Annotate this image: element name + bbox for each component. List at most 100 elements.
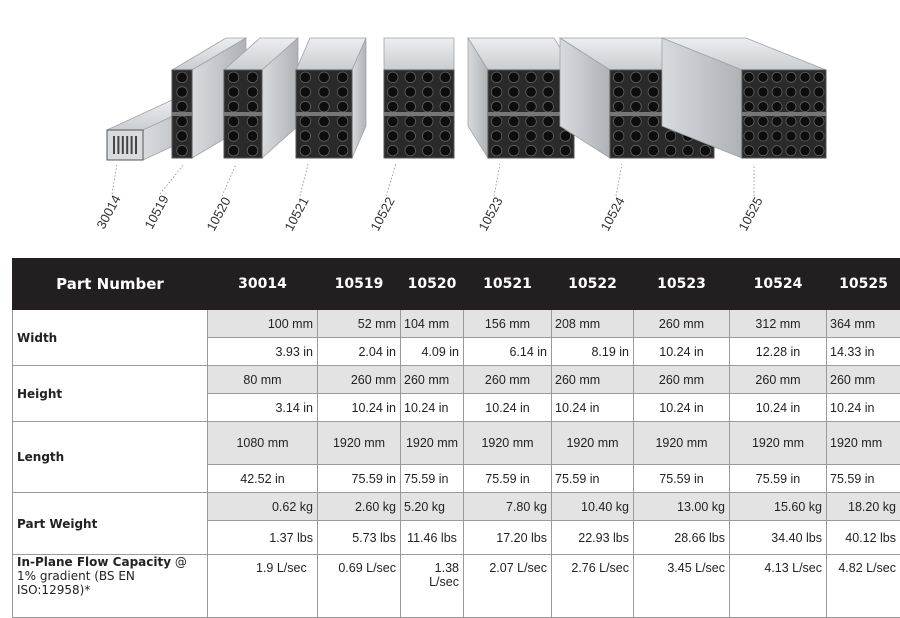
- table-cell: 7.80 kg: [464, 493, 552, 521]
- table-cell: 2.07 L/sec: [464, 555, 552, 618]
- table-cell: 1080 mm: [208, 422, 318, 465]
- part-label-10521: 10521: [281, 194, 311, 233]
- table-cell: 40.12 lbs: [827, 521, 900, 555]
- table-cell: 75.59 in: [634, 465, 730, 493]
- weight-metric-row: Part Weight 0.62 kg 2.60 kg 5.20 kg 7.80…: [13, 493, 900, 521]
- table-cell: 75.59 in: [464, 465, 552, 493]
- table-cell: 364 mm: [827, 310, 900, 338]
- table-cell: 312 mm: [730, 310, 827, 338]
- specification-table: Part Number 30014 10519 10520 10521 1052…: [12, 258, 900, 618]
- part-header-10523: 10523: [634, 259, 730, 310]
- table-cell: 75.59 in: [318, 465, 401, 493]
- part-header-10525: 10525: [827, 259, 900, 310]
- part-label-10523: 10523: [475, 194, 505, 233]
- part-header-10524: 10524: [730, 259, 827, 310]
- table-cell: 1920 mm: [634, 422, 730, 465]
- table-cell: 4.13 L/sec: [730, 555, 827, 618]
- table-cell: 0.62 kg: [208, 493, 318, 521]
- table-cell: 1920 mm: [827, 422, 900, 465]
- leader-line: [300, 164, 308, 196]
- table-cell: 104 mm: [401, 310, 464, 338]
- table-cell: 34.40 lbs: [730, 521, 827, 555]
- table-cell: 10.24 in: [634, 338, 730, 366]
- table-cell: 75.59 in: [552, 465, 634, 493]
- part-header-10521: 10521: [464, 259, 552, 310]
- length-metric-row: Length 1080 mm 1920 mm 1920 mm 1920 mm 1…: [13, 422, 900, 465]
- length-label: Length: [13, 422, 208, 493]
- table-cell: 1920 mm: [730, 422, 827, 465]
- table-cell: 11.46 lbs: [401, 521, 464, 555]
- table-cell: 10.24 in: [827, 394, 900, 422]
- leader-line: [222, 164, 236, 196]
- table-cell: 10.24 in: [318, 394, 401, 422]
- table-cell: 260 mm: [552, 366, 634, 394]
- part-header-10520: 10520: [401, 259, 464, 310]
- part-number-header: Part Number: [13, 259, 208, 310]
- table-cell: 1920 mm: [318, 422, 401, 465]
- table-cell: 22.93 lbs: [552, 521, 634, 555]
- table-cell: 6.14 in: [464, 338, 552, 366]
- table-cell: 1920 mm: [401, 422, 464, 465]
- table-cell: 28.66 lbs: [634, 521, 730, 555]
- table-cell: 80 mm: [208, 366, 318, 394]
- table-cell: 12.28 in: [730, 338, 827, 366]
- cell-box-10523: [468, 38, 574, 158]
- table-cell: 1920 mm: [464, 422, 552, 465]
- table-cell: 260 mm: [634, 366, 730, 394]
- table-cell: 3.93 in: [208, 338, 318, 366]
- flow-label-bold: In-Plane Flow Capacity: [17, 555, 171, 569]
- part-label-10520: 10520: [203, 194, 233, 233]
- table-cell: 260 mm: [634, 310, 730, 338]
- flow-capacity-label: In-Plane Flow Capacity @ 1% gradient (BS…: [13, 555, 208, 618]
- part-header-10519: 10519: [318, 259, 401, 310]
- table-cell: 4.09 in: [401, 338, 464, 366]
- table-cell: 10.24 in: [401, 394, 464, 422]
- table-cell: 75.59 in: [730, 465, 827, 493]
- table-cell: 2.04 in: [318, 338, 401, 366]
- part-label-10524: 10524: [597, 194, 627, 233]
- table-cell: 10.24 in: [464, 394, 552, 422]
- part-label-10522: 10522: [367, 194, 397, 233]
- table-cell: 5.73 lbs: [318, 521, 401, 555]
- table-cell: 42.52 in: [208, 465, 318, 493]
- width-metric-row: Width 100 mm 52 mm 104 mm 156 mm 208 mm …: [13, 310, 900, 338]
- table-cell: 260 mm: [401, 366, 464, 394]
- leader-line: [616, 164, 622, 196]
- leader-line: [386, 164, 396, 196]
- table-cell: 3.45 L/sec: [634, 555, 730, 618]
- table-cell: 75.59 in: [401, 465, 464, 493]
- table-cell: 260 mm: [318, 366, 401, 394]
- table-cell: 17.20 lbs: [464, 521, 552, 555]
- part-label-30014: 30014: [93, 192, 123, 231]
- table-cell: 1920 mm: [552, 422, 634, 465]
- cell-box-10521: [296, 38, 366, 158]
- table-cell: 156 mm: [464, 310, 552, 338]
- table-cell: 75.59 in: [827, 465, 900, 493]
- table-cell: 14.33 in: [827, 338, 900, 366]
- cell-box-10522: [384, 38, 454, 158]
- table-cell: 1.37 lbs: [208, 521, 318, 555]
- table-cell: 15.60 kg: [730, 493, 827, 521]
- part-label-10525: 10525: [735, 194, 765, 233]
- table-cell: 208 mm: [552, 310, 634, 338]
- table-cell: 2.76 L/sec: [552, 555, 634, 618]
- table-cell: 3.14 in: [208, 394, 318, 422]
- table-cell: 0.69 L/sec: [318, 555, 401, 618]
- part-header-30014: 30014: [208, 259, 318, 310]
- table-cell: 1.9 L/sec: [208, 555, 318, 618]
- height-metric-row: Height 80 mm 260 mm 260 mm 260 mm 260 mm…: [13, 366, 900, 394]
- table-cell: 13.00 kg: [634, 493, 730, 521]
- leader-line: [112, 164, 117, 194]
- table-header-row: Part Number 30014 10519 10520 10521 1052…: [13, 259, 900, 310]
- table-cell: 260 mm: [464, 366, 552, 394]
- table-cell: 10.40 kg: [552, 493, 634, 521]
- table-cell: 260 mm: [827, 366, 900, 394]
- flow-capacity-row: In-Plane Flow Capacity @ 1% gradient (BS…: [13, 555, 900, 618]
- table-cell: 1.38 L/sec: [401, 555, 464, 618]
- table-cell: 5.20 kg: [401, 493, 464, 521]
- height-label: Height: [13, 366, 208, 422]
- table-cell: 52 mm: [318, 310, 401, 338]
- width-label: Width: [13, 310, 208, 366]
- part-label-10519: 10519: [141, 192, 171, 231]
- weight-label: Part Weight: [13, 493, 208, 555]
